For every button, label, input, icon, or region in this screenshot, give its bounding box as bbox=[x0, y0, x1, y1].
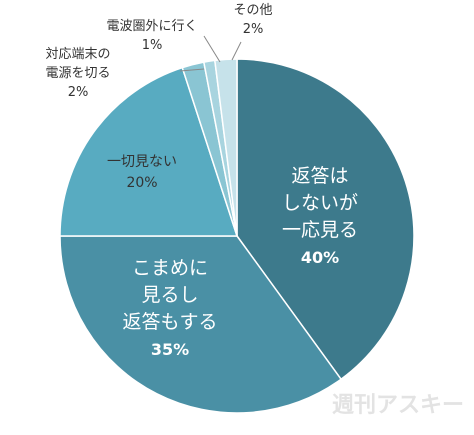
leader-line-5 bbox=[203, 35, 221, 63]
slice-value-label-5: 1% bbox=[142, 38, 163, 53]
pie-slice-6 bbox=[213, 58, 238, 237]
leader-lines bbox=[179, 35, 242, 72]
slice-value-label-3: 20% bbox=[126, 175, 157, 191]
leader-line-4 bbox=[179, 68, 205, 72]
pie-slice-2 bbox=[59, 235, 343, 414]
slice-label-1-line-3: 一応見る bbox=[282, 219, 358, 241]
pie-slice-1 bbox=[236, 58, 415, 381]
pie-slices bbox=[59, 58, 415, 414]
slice-label-2-line-2: 見るし bbox=[141, 284, 198, 306]
slice-value-label-2: 35% bbox=[151, 340, 189, 359]
leader-line-6 bbox=[231, 41, 242, 61]
slice-label-1-line-2: しないが bbox=[282, 192, 358, 214]
slice-label-1-line-1: 返答は bbox=[291, 165, 348, 187]
slice-label-2-line-1: こまめに bbox=[132, 257, 208, 279]
slice-label-4-line-1: 対応端末の bbox=[45, 47, 110, 62]
pie-slice-3 bbox=[59, 66, 239, 237]
slice-label-3-line-1: 一切見ない bbox=[107, 154, 177, 170]
slice-label-5-line-1: 電波圏外に行く bbox=[106, 19, 197, 34]
slice-value-label-1: 40% bbox=[301, 248, 339, 267]
slice-label-2-line-3: 返答もする bbox=[122, 311, 217, 333]
slice-label-4-line-2: 電源を切る bbox=[45, 66, 110, 81]
slice-label-6-line-1: その他 bbox=[233, 3, 272, 18]
watermark-text: 週刊アスキー bbox=[332, 393, 464, 418]
slice-value-label-6: 2% bbox=[243, 22, 264, 37]
slice-value-label-4: 2% bbox=[68, 85, 89, 100]
